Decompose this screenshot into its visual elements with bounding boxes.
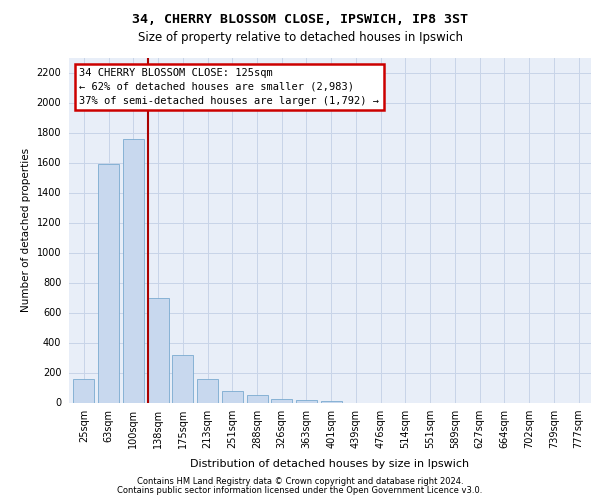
Bar <box>271 399 292 402</box>
Bar <box>148 298 169 403</box>
Bar <box>172 355 193 403</box>
Text: Contains HM Land Registry data © Crown copyright and database right 2024.: Contains HM Land Registry data © Crown c… <box>137 477 463 486</box>
Y-axis label: Number of detached properties: Number of detached properties <box>21 148 31 312</box>
Bar <box>222 390 243 402</box>
X-axis label: Distribution of detached houses by size in Ipswich: Distribution of detached houses by size … <box>190 460 470 469</box>
Text: Size of property relative to detached houses in Ipswich: Size of property relative to detached ho… <box>137 31 463 44</box>
Bar <box>98 164 119 402</box>
Text: Contains public sector information licensed under the Open Government Licence v3: Contains public sector information licen… <box>118 486 482 495</box>
Bar <box>296 400 317 402</box>
Bar <box>73 379 94 402</box>
Text: 34 CHERRY BLOSSOM CLOSE: 125sqm
← 62% of detached houses are smaller (2,983)
37%: 34 CHERRY BLOSSOM CLOSE: 125sqm ← 62% of… <box>79 68 379 106</box>
Bar <box>197 378 218 402</box>
Bar <box>247 396 268 402</box>
Bar <box>123 138 144 402</box>
Text: 34, CHERRY BLOSSOM CLOSE, IPSWICH, IP8 3ST: 34, CHERRY BLOSSOM CLOSE, IPSWICH, IP8 3… <box>132 13 468 26</box>
